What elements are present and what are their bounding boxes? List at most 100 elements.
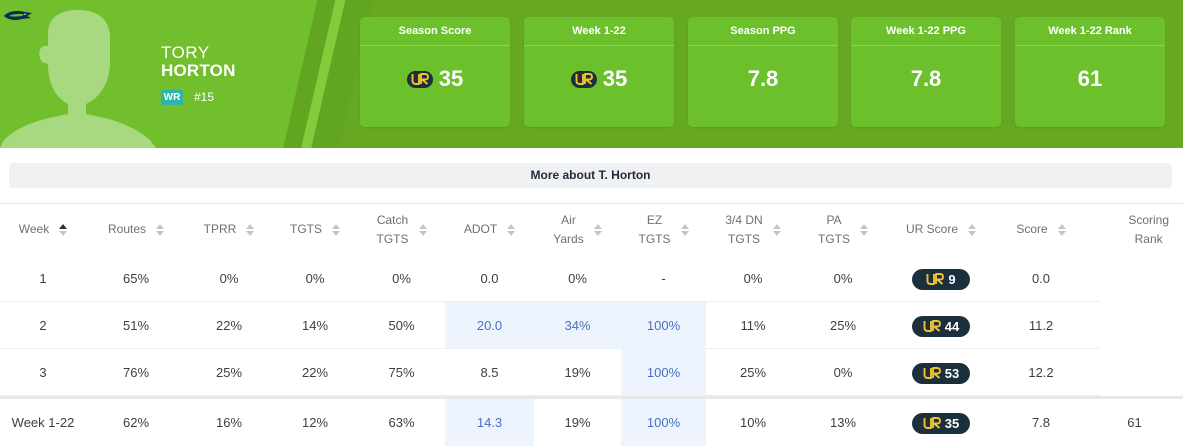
card-season-ppg: Season PPG 7.8 <box>688 17 838 127</box>
section-divider <box>0 203 1183 204</box>
total-row-divider <box>0 396 1183 399</box>
ur-logo-icon <box>923 317 941 338</box>
cell-adot: 8.5 <box>480 365 499 380</box>
total-row: Week 1-22 62% 16% 12% 63% 14.3 19% 100% 10% 13% 35… <box>0 399 1183 446</box>
cell-dn-tgts: 10% <box>739 415 767 430</box>
card-label: Week 1-22 PPG <box>886 25 966 37</box>
cell-week: 1 <box>39 271 47 286</box>
column-header-air-yards[interactable]: Air Yards <box>534 204 621 255</box>
sort-arrows-icon <box>332 223 340 236</box>
cell-rank: 61 <box>1127 415 1142 430</box>
column-header-label: ADOT <box>463 222 498 236</box>
player-header: TORY HORTON WR #15 Season Score 35 Week … <box>0 0 1183 148</box>
sort-arrows-icon <box>1057 223 1066 236</box>
card-label: Season PPG <box>730 25 796 37</box>
card-season-score: Season Score 35 <box>360 17 510 127</box>
cell-adot: 20.0 <box>445 302 534 349</box>
cell-adot: 0.0 <box>480 271 499 286</box>
ur-logo-icon <box>570 70 597 88</box>
ur-score-pill: 9 <box>912 269 970 291</box>
card-week-rank: Week 1-22 Rank 61 <box>1015 17 1165 127</box>
player-last-name: HORTON <box>161 61 236 80</box>
ur-logo-icon <box>926 270 945 291</box>
table-row: 1 65% 0% 0% 0% 0.0 0% - 0% 0% 9 0.0 <box>0 255 1100 302</box>
cell-air-yards: 0% <box>568 271 587 286</box>
column-header-pa-tgts[interactable]: PA TGTS <box>800 204 886 255</box>
cell-week: 3 <box>39 365 47 380</box>
column-header-label: 3/4 DN TGTS <box>725 212 763 246</box>
ur-score-pill: 53 <box>912 363 970 385</box>
sort-arrows-icon <box>680 223 689 236</box>
cell-routes: 51% <box>122 318 150 333</box>
cell-air-yards: 19% <box>564 365 591 380</box>
column-header-tprr[interactable]: TPRR <box>186 204 272 255</box>
column-header-catch-tgts[interactable]: Catch TGTS <box>358 204 445 255</box>
sort-arrows-icon <box>772 223 781 236</box>
card-value: 7.8 <box>747 66 779 91</box>
cell-ez-tgts: 100% <box>621 399 706 446</box>
ur-score-value: 44 <box>944 319 960 335</box>
column-header-3-4-dn-tgts[interactable]: 3/4 DN TGTS <box>706 204 800 255</box>
ur-score-value: 53 <box>944 366 960 382</box>
column-header-label: TPRR <box>203 222 237 236</box>
card-week-score: Week 1-22 35 <box>524 17 674 127</box>
column-header-ur-score[interactable]: UR Score <box>886 204 996 255</box>
table-row: 2 51% 22% 14% 50% 20.0 34% 100% 11% 25% 44 11.2 <box>0 302 1100 349</box>
card-value: 7.8 <box>910 66 942 91</box>
cell-catch-tgts: 63% <box>388 415 415 430</box>
column-header-label: TGTS <box>290 222 322 236</box>
ur-score-value: 9 <box>948 272 956 288</box>
cell-tgts: 12% <box>301 415 329 430</box>
column-header-label: Week <box>18 222 50 236</box>
cell-week: Week 1-22 <box>11 415 75 430</box>
cell-score: 7.8 <box>1031 415 1051 430</box>
player-first-name: TORY <box>161 43 210 62</box>
cell-ur-score: 44 <box>886 302 996 349</box>
sort-arrows-icon <box>860 223 868 236</box>
sort-arrows-icon <box>246 223 255 236</box>
cell-tprr: 22% <box>215 318 243 333</box>
cell-score: 12.2 <box>1028 365 1054 380</box>
cell-tgts: 22% <box>301 365 329 380</box>
column-header-label: Air Yards <box>553 212 584 246</box>
column-header-adot[interactable]: ADOT <box>445 204 534 255</box>
card-value: 35 <box>602 66 628 91</box>
cell-adot: 14.3 <box>445 399 534 446</box>
column-header-week[interactable]: Week <box>0 204 86 255</box>
column-header-scoring-rank[interactable]: Scoring Rank <box>1086 204 1183 255</box>
ur-score-pill: 35 <box>912 413 970 435</box>
cell-air-yards: 34% <box>534 302 621 349</box>
card-label: Week 1-22 Rank <box>1048 25 1132 37</box>
cell-pa-tgts: 25% <box>829 318 857 333</box>
card-week-ppg: Week 1-22 PPG 7.8 <box>851 17 1001 127</box>
cell-catch-tgts: 50% <box>388 318 415 333</box>
cell-ez-tgts: 100% <box>621 349 706 396</box>
cell-ur-score: 53 <box>886 349 996 396</box>
cell-tprr: 16% <box>215 415 243 430</box>
cell-score: 11.2 <box>1028 318 1054 333</box>
cell-routes: 76% <box>122 365 150 380</box>
cell-ez-tgts: - <box>661 271 666 286</box>
position-badge: WR <box>161 90 183 105</box>
column-header-routes[interactable]: Routes <box>86 204 186 255</box>
card-label: Week 1-22 <box>572 25 626 37</box>
seahawks-logo-icon <box>4 11 32 20</box>
cell-pa-tgts: 0% <box>833 365 853 380</box>
cell-catch-tgts: 75% <box>388 365 415 380</box>
column-header-tgts[interactable]: TGTS <box>272 204 358 255</box>
column-header-score[interactable]: Score <box>996 204 1086 255</box>
card-value: 35 <box>438 66 464 91</box>
cell-catch-tgts: 0% <box>392 271 411 286</box>
column-header-label: EZ TGTS <box>638 212 671 246</box>
cell-ur-score: 9 <box>886 255 996 302</box>
table-row: 3 76% 25% 22% 75% 8.5 19% 100% 25% 0% 53 12.2 <box>0 349 1100 396</box>
cell-dn-tgts: 0% <box>743 271 763 286</box>
column-header-label: Scoring Rank <box>1128 212 1169 246</box>
column-header-ez-tgts[interactable]: EZ TGTS <box>621 204 706 255</box>
cell-tprr: 0% <box>219 271 239 286</box>
card-value: 61 <box>1077 66 1103 91</box>
ur-logo-icon <box>406 70 433 88</box>
card-label: Season Score <box>398 25 472 37</box>
more-about-button[interactable]: More about T. Horton <box>9 163 1172 188</box>
cell-ez-tgts: 100% <box>621 302 706 349</box>
